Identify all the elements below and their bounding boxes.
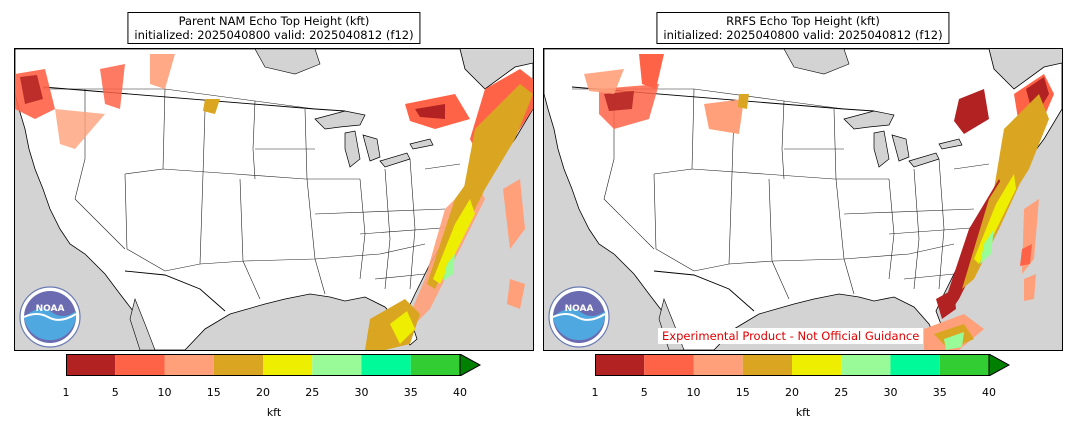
- left-map: NOAA: [14, 48, 534, 351]
- colorbar-extend-arrow: [988, 354, 1011, 376]
- colorbar-swatch: [66, 354, 116, 376]
- echo-top-areas: [15, 54, 533, 350]
- colorbar-tick-label: 40: [453, 386, 467, 399]
- left-panel-title: Parent NAM Echo Top Height (kft) initial…: [127, 12, 421, 44]
- colorbar-swatch: [693, 354, 743, 376]
- colorbar-tick-label: 30: [354, 386, 369, 399]
- land-mass: [544, 49, 1062, 350]
- right-panel-title: RRFS Echo Top Height (kft) initialized: …: [656, 12, 950, 44]
- colorbar-swatch: [115, 354, 165, 376]
- right-map-canvas: NOAA: [544, 49, 1062, 350]
- noaa-logo: NOAA: [19, 286, 81, 348]
- colorbar-swatch: [841, 354, 891, 376]
- noaa-logo-text: NOAA: [36, 304, 65, 314]
- right-title-line1: RRFS Echo Top Height (kft): [726, 14, 880, 28]
- echo-top-areas: [584, 54, 1054, 350]
- colorbar-swatch: [164, 354, 214, 376]
- great-lakes: [843, 110, 963, 168]
- colorbar-tick-label: 1: [591, 386, 599, 399]
- colorbar-extend-arrow: [459, 354, 482, 376]
- left-colorbar-unit: kft: [266, 406, 282, 419]
- great-lakes: [314, 110, 434, 168]
- colorbar-swatch: [361, 354, 411, 376]
- disclaimer-label: Experimental Product - Not Official Guid…: [658, 328, 924, 344]
- colorbar-swatch: [595, 354, 645, 376]
- noaa-logo-text: NOAA: [565, 304, 594, 314]
- colorbar-tick-label: 15: [206, 386, 221, 399]
- right-colorbar-ticks: 1 5 10 15 20 25 30 35 40: [591, 386, 1015, 400]
- colorbar-tick-label: 20: [256, 386, 270, 399]
- colorbar-outline: [595, 354, 990, 376]
- left-colorbar: [66, 354, 482, 376]
- colorbar-swatch: [644, 354, 694, 376]
- colorbar-tick-label: 15: [735, 386, 750, 399]
- colorbar-tick-label: 10: [686, 386, 701, 399]
- right-panel: RRFS Echo Top Height (kft) initialized: …: [543, 0, 1063, 438]
- colorbar-tick-label: 20: [785, 386, 799, 399]
- colorbar-tick-label: 25: [834, 386, 849, 399]
- colorbar-tick-label: 5: [111, 386, 119, 399]
- right-colorbar: [595, 354, 1011, 376]
- colorbar-tick-label: 5: [640, 386, 648, 399]
- right-title-line2: initialized: 2025040800 valid: 202504081…: [663, 28, 943, 42]
- colorbar-tick-label: 35: [932, 386, 947, 399]
- colorbar-swatch: [890, 354, 940, 376]
- colorbar-swatch: [410, 354, 460, 376]
- colorbar-outline: [66, 354, 461, 376]
- left-colorbar-ticks: 1 5 10 15 20 25 30 35 40: [62, 386, 486, 400]
- noaa-logo: NOAA: [548, 286, 610, 348]
- left-panel: Parent NAM Echo Top Height (kft) initial…: [14, 0, 534, 438]
- colorbar-tick-label: 30: [883, 386, 898, 399]
- right-map: NOAA Experimental Product - Not Official…: [543, 48, 1063, 351]
- colorbar-tick-label: 1: [62, 386, 70, 399]
- colorbar-tick-label: 25: [305, 386, 320, 399]
- colorbar-tick-label: 35: [403, 386, 418, 399]
- left-title-line2: initialized: 2025040800 valid: 202504081…: [134, 28, 414, 42]
- colorbar-swatch: [312, 354, 362, 376]
- right-colorbar-unit: kft: [795, 406, 811, 419]
- colorbar-tick-label: 10: [157, 386, 172, 399]
- colorbar-swatch: [792, 354, 842, 376]
- colorbar-swatch: [213, 354, 263, 376]
- left-title-line1: Parent NAM Echo Top Height (kft): [178, 14, 370, 28]
- colorbar-swatch: [263, 354, 313, 376]
- colorbar-swatch: [742, 354, 792, 376]
- colorbar-swatch: [939, 354, 989, 376]
- left-map-canvas: NOAA: [15, 49, 533, 350]
- colorbar-tick-label: 40: [982, 386, 996, 399]
